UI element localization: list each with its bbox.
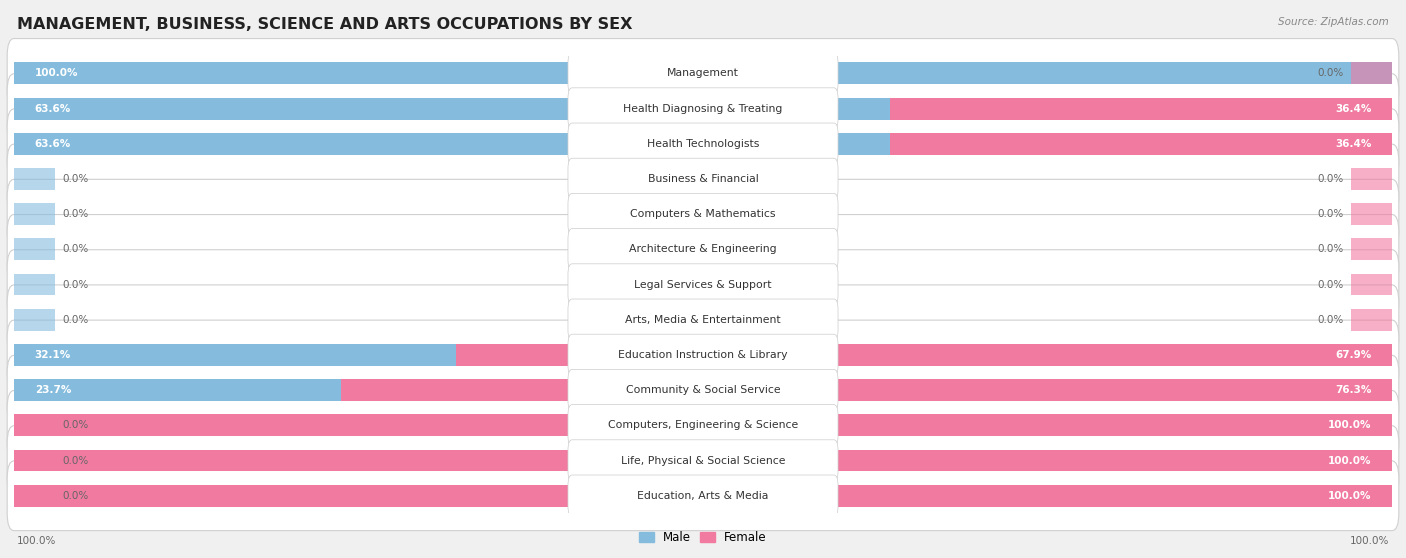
Bar	[457, 344, 1392, 366]
FancyBboxPatch shape	[568, 123, 838, 165]
FancyBboxPatch shape	[7, 285, 1399, 355]
FancyBboxPatch shape	[7, 39, 1399, 108]
Text: 63.6%: 63.6%	[35, 139, 70, 149]
Text: 0.0%: 0.0%	[1317, 209, 1344, 219]
Text: Health Diagnosing & Treating: Health Diagnosing & Treating	[623, 104, 783, 114]
Text: 0.0%: 0.0%	[62, 244, 89, 254]
Text: 67.9%: 67.9%	[1336, 350, 1371, 360]
Bar	[1351, 62, 1392, 84]
FancyBboxPatch shape	[7, 179, 1399, 249]
FancyBboxPatch shape	[7, 109, 1399, 179]
Bar	[340, 379, 1392, 401]
FancyBboxPatch shape	[568, 158, 838, 200]
Text: Arts, Media & Entertainment: Arts, Media & Entertainment	[626, 315, 780, 325]
FancyBboxPatch shape	[568, 440, 838, 482]
Text: Community & Social Service: Community & Social Service	[626, 385, 780, 395]
Text: 0.0%: 0.0%	[62, 280, 89, 290]
Text: 100.0%: 100.0%	[1350, 536, 1389, 546]
Text: 63.6%: 63.6%	[35, 104, 70, 114]
FancyBboxPatch shape	[7, 426, 1399, 496]
Text: 36.4%: 36.4%	[1334, 104, 1371, 114]
Text: Computers & Mathematics: Computers & Mathematics	[630, 209, 776, 219]
Bar	[14, 309, 55, 331]
Text: MANAGEMENT, BUSINESS, SCIENCE AND ARTS OCCUPATIONS BY SEX: MANAGEMENT, BUSINESS, SCIENCE AND ARTS O…	[17, 17, 633, 32]
Bar	[1351, 168, 1392, 190]
Text: 0.0%: 0.0%	[62, 455, 89, 465]
FancyBboxPatch shape	[7, 214, 1399, 284]
FancyBboxPatch shape	[7, 320, 1399, 390]
Text: 100.0%: 100.0%	[1327, 455, 1371, 465]
Bar	[14, 238, 55, 260]
Text: 23.7%: 23.7%	[35, 385, 72, 395]
Text: Legal Services & Support: Legal Services & Support	[634, 280, 772, 290]
Text: 32.1%: 32.1%	[35, 350, 70, 360]
Bar	[1351, 238, 1392, 260]
FancyBboxPatch shape	[568, 405, 838, 446]
Text: 0.0%: 0.0%	[1317, 280, 1344, 290]
FancyBboxPatch shape	[7, 250, 1399, 319]
Bar	[14, 168, 55, 190]
Text: Health Technologists: Health Technologists	[647, 139, 759, 149]
FancyBboxPatch shape	[7, 74, 1399, 143]
Text: Management: Management	[666, 69, 740, 78]
FancyBboxPatch shape	[568, 299, 838, 340]
Bar	[890, 98, 1392, 119]
Text: 0.0%: 0.0%	[1317, 174, 1344, 184]
Bar	[14, 98, 890, 119]
Text: 100.0%: 100.0%	[1327, 420, 1371, 430]
FancyBboxPatch shape	[568, 88, 838, 129]
Text: 0.0%: 0.0%	[1317, 244, 1344, 254]
FancyBboxPatch shape	[7, 144, 1399, 214]
Text: 0.0%: 0.0%	[1317, 69, 1344, 78]
FancyBboxPatch shape	[7, 391, 1399, 460]
FancyBboxPatch shape	[568, 229, 838, 270]
Text: 100.0%: 100.0%	[1327, 491, 1371, 501]
Text: 76.3%: 76.3%	[1334, 385, 1371, 395]
Bar	[14, 133, 890, 155]
Bar	[1351, 203, 1392, 225]
Bar	[14, 450, 1392, 472]
Text: 0.0%: 0.0%	[62, 315, 89, 325]
Bar	[14, 273, 55, 296]
Text: 100.0%: 100.0%	[17, 536, 56, 546]
Text: Architecture & Engineering: Architecture & Engineering	[630, 244, 776, 254]
Text: 36.4%: 36.4%	[1334, 139, 1371, 149]
FancyBboxPatch shape	[568, 264, 838, 305]
Text: Education, Arts & Media: Education, Arts & Media	[637, 491, 769, 501]
Bar	[14, 485, 55, 507]
Text: 0.0%: 0.0%	[62, 420, 89, 430]
Bar	[14, 415, 55, 436]
Text: Computers, Engineering & Science: Computers, Engineering & Science	[607, 420, 799, 430]
Text: Education Instruction & Library: Education Instruction & Library	[619, 350, 787, 360]
Bar	[14, 344, 457, 366]
Bar	[14, 62, 1392, 84]
Text: Source: ZipAtlas.com: Source: ZipAtlas.com	[1278, 17, 1389, 27]
FancyBboxPatch shape	[7, 461, 1399, 531]
FancyBboxPatch shape	[568, 475, 838, 517]
Legend: Male, Female: Male, Female	[634, 526, 772, 549]
Text: 0.0%: 0.0%	[62, 209, 89, 219]
FancyBboxPatch shape	[7, 355, 1399, 425]
Bar	[1351, 309, 1392, 331]
Text: 0.0%: 0.0%	[1317, 315, 1344, 325]
Text: 0.0%: 0.0%	[62, 491, 89, 501]
Bar	[14, 485, 1392, 507]
FancyBboxPatch shape	[568, 334, 838, 376]
FancyBboxPatch shape	[568, 52, 838, 94]
Bar	[14, 203, 55, 225]
FancyBboxPatch shape	[568, 369, 838, 411]
Text: 100.0%: 100.0%	[35, 69, 79, 78]
Bar	[14, 379, 340, 401]
Text: Business & Financial: Business & Financial	[648, 174, 758, 184]
Bar	[1351, 273, 1392, 296]
FancyBboxPatch shape	[568, 194, 838, 235]
Text: Life, Physical & Social Science: Life, Physical & Social Science	[621, 455, 785, 465]
Bar	[14, 415, 1392, 436]
Text: 0.0%: 0.0%	[62, 174, 89, 184]
Bar	[890, 133, 1392, 155]
Bar	[14, 450, 55, 472]
